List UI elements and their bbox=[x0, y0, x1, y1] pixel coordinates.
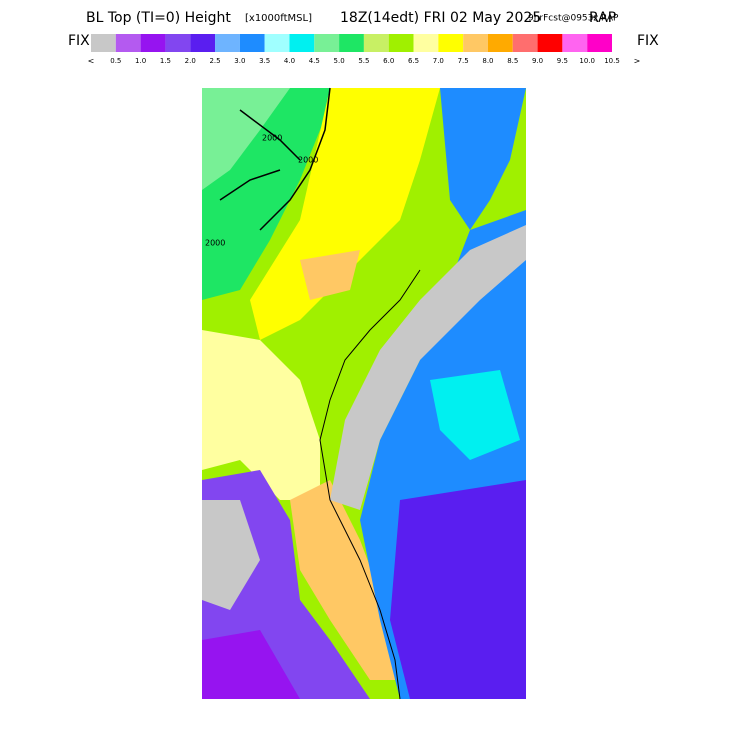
legend-swatch bbox=[587, 34, 612, 52]
legend-label: 6.5 bbox=[408, 57, 419, 65]
legend-label: 7.0 bbox=[433, 57, 444, 65]
legend-swatch bbox=[115, 34, 141, 52]
legend-swatch bbox=[487, 34, 513, 52]
blue-northeast bbox=[440, 88, 526, 230]
legend-swatch bbox=[165, 34, 191, 52]
legend-swatch bbox=[388, 34, 414, 52]
contour-label: 2000 bbox=[205, 239, 225, 248]
purple-southeast bbox=[390, 480, 526, 699]
legend-swatch bbox=[239, 34, 265, 52]
title: BL Top (TI=0) Height bbox=[86, 10, 231, 26]
legend-swatch bbox=[140, 34, 166, 52]
header: BL Top (TI=0) Height [x1000ftMSL] 18Z(14… bbox=[86, 10, 619, 26]
legend-right: FIX bbox=[637, 33, 659, 49]
legend-label: 1.5 bbox=[160, 57, 171, 65]
legend-swatch bbox=[562, 34, 588, 52]
legend-swatch bbox=[537, 34, 563, 52]
legend-left: FIX bbox=[68, 33, 90, 49]
legend-label: 2.5 bbox=[209, 57, 220, 65]
pale-yellow-region bbox=[202, 330, 320, 500]
legend-swatch bbox=[413, 34, 439, 52]
legend-label: 9.0 bbox=[532, 57, 543, 65]
forecast: 9hrFcst@0953z RAP bbox=[528, 14, 619, 24]
map: 2000 2000 2000 bbox=[202, 87, 526, 700]
legend-swatch bbox=[512, 34, 538, 52]
coastline bbox=[319, 269, 421, 700]
legend-label: 5.0 bbox=[334, 57, 345, 65]
legend-swatch bbox=[339, 34, 364, 52]
gulf-gray bbox=[202, 500, 260, 610]
legend-label: 8.5 bbox=[507, 57, 518, 65]
legend-swatch bbox=[190, 34, 216, 52]
units: [x1000ftMSL] bbox=[245, 13, 312, 24]
legend-label: 0.5 bbox=[110, 57, 121, 65]
legend-swatch bbox=[363, 34, 389, 52]
legend-label: 2.0 bbox=[185, 57, 196, 65]
orange-patch bbox=[300, 250, 360, 300]
legend-swatch bbox=[215, 34, 240, 52]
legend-label: 3.0 bbox=[234, 57, 245, 65]
legend-swatch bbox=[91, 34, 116, 52]
florida-orange bbox=[290, 480, 395, 680]
contour-label: 2000 bbox=[262, 134, 282, 143]
legend-swatch bbox=[314, 34, 340, 52]
legend-label: 1.0 bbox=[135, 57, 146, 65]
light-green-region bbox=[202, 88, 290, 190]
legend-swatch bbox=[463, 34, 488, 52]
legend: FIX FIX < > 0.5 1.0 1.5 2.0 2.5 3.0 3.5 4.0 4.5 5… bbox=[68, 33, 659, 66]
contour-lines bbox=[219, 87, 331, 231]
legend-label: 3.5 bbox=[259, 57, 270, 65]
gray-band bbox=[330, 225, 526, 510]
cyan-patch bbox=[430, 370, 520, 460]
legend-swatch bbox=[438, 34, 464, 52]
contour-label: 2000 bbox=[298, 156, 318, 165]
valid-time: 18Z(14edt) FRI 02 May 2025 bbox=[340, 10, 541, 26]
legend-label: 9.5 bbox=[557, 57, 568, 65]
legend-label: 10.5 bbox=[604, 57, 620, 65]
legend-label: 5.5 bbox=[358, 57, 369, 65]
legend-label: 4.0 bbox=[284, 57, 295, 65]
legend-label: 7.5 bbox=[458, 57, 469, 65]
legend-swatch bbox=[264, 34, 290, 52]
legend-label: 6.0 bbox=[383, 57, 394, 65]
legend-label: 8.0 bbox=[482, 57, 493, 65]
yellow-region bbox=[250, 88, 440, 340]
legend-high: > bbox=[634, 57, 641, 66]
gulf-violet bbox=[202, 630, 300, 699]
legend-label: 4.5 bbox=[309, 57, 320, 65]
legend-swatch bbox=[289, 34, 315, 52]
legend-low: < bbox=[88, 57, 95, 66]
model: RAP bbox=[589, 10, 616, 26]
legend-label: 10.0 bbox=[579, 57, 595, 65]
